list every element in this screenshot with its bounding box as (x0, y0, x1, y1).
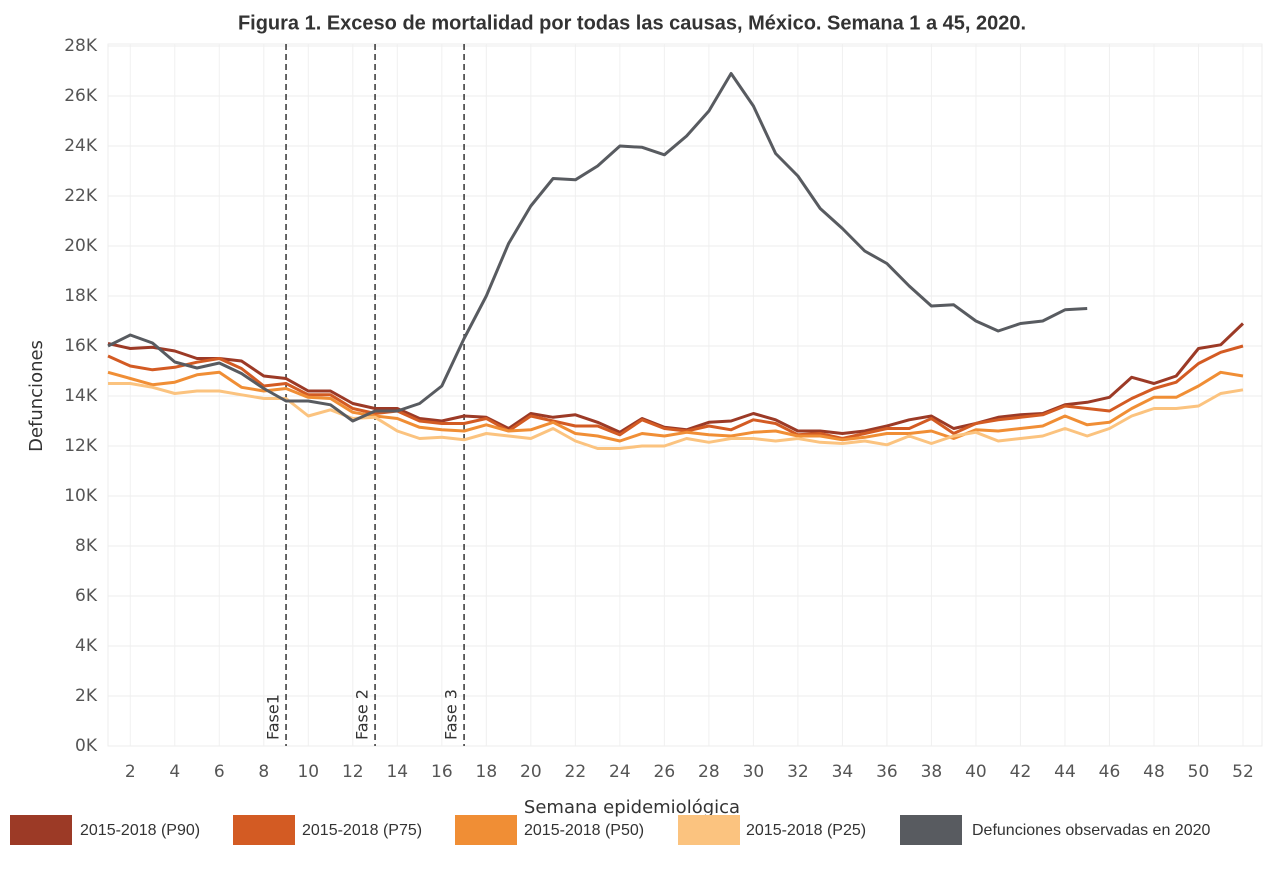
x-tick-label: 48 (1143, 762, 1165, 782)
x-tick-label: 20 (520, 762, 542, 782)
y-tick-label: 24K (64, 136, 98, 156)
x-tick-label: 50 (1188, 762, 1210, 782)
legend-label: 2015-2018 (P75) (302, 822, 422, 839)
legend-item: Defunciones observadas en 2020 (900, 815, 1210, 845)
series-line (108, 382, 1244, 450)
legend-swatch (455, 815, 517, 845)
phase-label: Fase1 (264, 694, 283, 740)
x-tick-label: 28 (698, 762, 720, 782)
y-tick-label: 4K (75, 636, 98, 656)
y-tick-label: 14K (64, 386, 98, 406)
y-tick-label: 26K (64, 86, 98, 106)
y-tick-label: 0K (75, 736, 98, 756)
y-tick-label: 12K (64, 436, 98, 456)
series-line (107, 72, 1088, 423)
x-tick-label: 30 (743, 762, 765, 782)
legend-label: 2015-2018 (P90) (80, 822, 200, 839)
phase-label: Fase 2 (353, 689, 372, 740)
x-tick-label: 32 (787, 762, 809, 782)
y-axis-label: Defunciones (26, 340, 47, 452)
x-tick-label: 24 (609, 762, 631, 782)
legend-swatch (10, 815, 72, 845)
legend-item: 2015-2018 (P90) (10, 815, 200, 845)
legend-swatch (233, 815, 295, 845)
x-tick-label: 18 (476, 762, 498, 782)
x-tick-label: 16 (431, 762, 453, 782)
x-tick-label: 46 (1099, 762, 1121, 782)
series-line (107, 344, 1244, 440)
y-tick-label: 16K (64, 336, 98, 356)
x-tick-label: 4 (169, 762, 180, 782)
x-tick-label: 22 (565, 762, 587, 782)
x-tick-label: 14 (386, 762, 408, 782)
legend-swatch (900, 815, 962, 845)
x-tick-label: 34 (832, 762, 854, 782)
legend-label: 2015-2018 (P50) (524, 822, 644, 839)
legend-label: 2015-2018 (P25) (746, 822, 866, 839)
series-line (107, 370, 1244, 443)
x-tick-label: 42 (1010, 762, 1032, 782)
x-tick-label: 38 (921, 762, 943, 782)
legend-item: 2015-2018 (P25) (678, 815, 866, 845)
y-tick-label: 8K (75, 536, 98, 556)
phase-label: Fase 3 (442, 689, 461, 740)
y-tick-label: 18K (64, 286, 98, 306)
x-tick-label: 6 (214, 762, 225, 782)
x-tick-label: 52 (1232, 762, 1254, 782)
chart-title: Figura 1. Exceso de mortalidad por todas… (238, 12, 1026, 34)
x-tick-label: 2 (125, 762, 136, 782)
y-tick-label: 2K (75, 686, 98, 706)
x-axis-label: Semana epidemiológica (524, 797, 740, 818)
legend-swatch (678, 815, 740, 845)
y-tick-label: 28K (64, 36, 98, 56)
y-tick-label: 6K (75, 586, 98, 606)
y-tick-label: 10K (64, 486, 98, 506)
x-tick-label: 40 (965, 762, 987, 782)
legend-item: 2015-2018 (P75) (233, 815, 422, 845)
plot-area (107, 43, 1263, 747)
y-tick-label: 22K (64, 186, 98, 206)
x-tick-label: 8 (258, 762, 269, 782)
legend-item: 2015-2018 (P50) (455, 815, 644, 845)
x-tick-label: 26 (654, 762, 676, 782)
y-tick-label: 20K (64, 236, 98, 256)
x-tick-label: 10 (297, 762, 319, 782)
legend-label: Defunciones observadas en 2020 (972, 822, 1210, 839)
x-tick-label: 12 (342, 762, 364, 782)
x-tick-label: 44 (1054, 762, 1076, 782)
x-tick-label: 36 (876, 762, 898, 782)
